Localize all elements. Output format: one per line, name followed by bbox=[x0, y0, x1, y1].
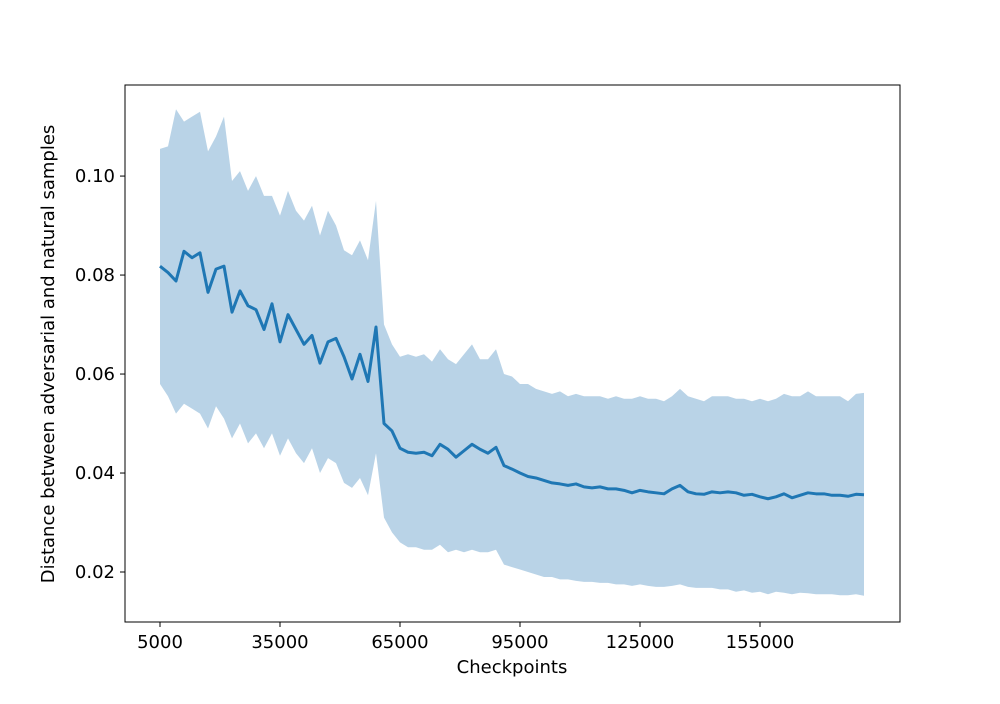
y-tick-label: 0.02 bbox=[75, 562, 115, 583]
confidence-band bbox=[160, 109, 864, 596]
y-axis-label: Distance between adversarial and natural… bbox=[38, 125, 59, 584]
x-tick-label: 35000 bbox=[251, 632, 308, 653]
mean-line bbox=[159, 249, 865, 501]
x-tick-label: 5000 bbox=[137, 632, 183, 653]
y-tick-label: 0.06 bbox=[75, 364, 115, 385]
x-tick-label: 155000 bbox=[726, 632, 795, 653]
x-axis-label: Checkpoints bbox=[457, 657, 568, 678]
plot-frame bbox=[124, 84, 901, 623]
y-tick-label: 0.10 bbox=[75, 166, 115, 187]
y-tick-label: 0.04 bbox=[75, 463, 115, 484]
x-tick-label: 65000 bbox=[371, 632, 428, 653]
y-tick-label: 0.08 bbox=[75, 265, 115, 286]
x-tick-label: 125000 bbox=[606, 632, 675, 653]
x-tick-label: 95000 bbox=[491, 632, 548, 653]
